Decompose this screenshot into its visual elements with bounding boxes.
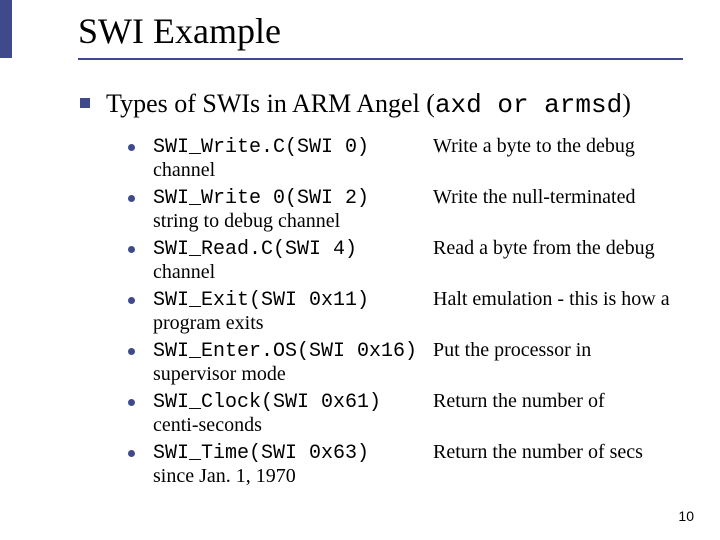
slide-content: Types of SWIs in ARM Angel (axd or armsd… <box>80 88 700 492</box>
swi-call: SWI_Time(SWI 0x63) <box>153 442 433 465</box>
level1-mono: axd or armsd <box>435 90 622 120</box>
dot-bullet-icon <box>128 399 135 406</box>
swi-desc: Put the processor in <box>433 339 591 362</box>
level1-suffix: ) <box>622 89 631 118</box>
list-item: SWI_Enter.OS(SWI 0x16) Put the processor… <box>128 339 700 386</box>
page-number: 10 <box>678 508 694 524</box>
level1-bullet: Types of SWIs in ARM Angel (axd or armsd… <box>80 88 700 121</box>
level1-text: Types of SWIs in ARM Angel (axd or armsd… <box>106 88 631 121</box>
list-item: SWI_Write 0(SWI 2) Write the null-termin… <box>128 186 700 233</box>
dot-bullet-icon <box>128 144 135 151</box>
swi-call: SWI_Read.C(SWI 4) <box>153 238 433 261</box>
slide-title: SWI Example <box>78 10 281 52</box>
list-item: SWI_Clock(SWI 0x61) Return the number of… <box>128 390 700 437</box>
square-bullet-icon <box>80 98 90 108</box>
swi-cont: string to debug channel <box>153 210 635 233</box>
swi-desc: Write a byte to the debug <box>433 135 635 158</box>
list-item: SWI_Write.C(SWI 0) Write a byte to the d… <box>128 135 700 182</box>
swi-call: SWI_Write.C(SWI 0) <box>153 136 433 159</box>
swi-cont: supervisor mode <box>153 363 591 386</box>
swi-cont: channel <box>153 261 655 284</box>
swi-cont: centi-seconds <box>153 414 605 437</box>
swi-call: SWI_Clock(SWI 0x61) <box>153 391 433 414</box>
list-item: SWI_Exit(SWI 0x11) Halt emulation - this… <box>128 288 700 335</box>
swi-call: SWI_Write 0(SWI 2) <box>153 187 433 210</box>
swi-desc: Read a byte from the debug <box>433 237 655 260</box>
accent-bar <box>0 0 12 58</box>
title-underline <box>78 58 683 60</box>
list-item: SWI_Time(SWI 0x63) Return the number of … <box>128 441 700 488</box>
swi-cont: since Jan. 1, 1970 <box>153 465 643 488</box>
dot-bullet-icon <box>128 195 135 202</box>
swi-desc: Return the number of <box>433 390 605 413</box>
dot-bullet-icon <box>128 246 135 253</box>
swi-desc: Write the null-terminated <box>433 186 635 209</box>
swi-cont: channel <box>153 159 635 182</box>
swi-desc: Return the number of secs <box>433 441 643 464</box>
dot-bullet-icon <box>128 297 135 304</box>
swi-call: SWI_Exit(SWI 0x11) <box>153 289 433 312</box>
swi-cont: program exits <box>153 312 670 335</box>
swi-desc: Halt emulation - this is how a <box>433 288 670 311</box>
dot-bullet-icon <box>128 348 135 355</box>
item-list: SWI_Write.C(SWI 0) Write a byte to the d… <box>128 135 700 488</box>
level1-prefix: Types of SWIs in ARM Angel ( <box>106 89 435 118</box>
dot-bullet-icon <box>128 450 135 457</box>
swi-call: SWI_Enter.OS(SWI 0x16) <box>153 340 433 363</box>
list-item: SWI_Read.C(SWI 4) Read a byte from the d… <box>128 237 700 284</box>
